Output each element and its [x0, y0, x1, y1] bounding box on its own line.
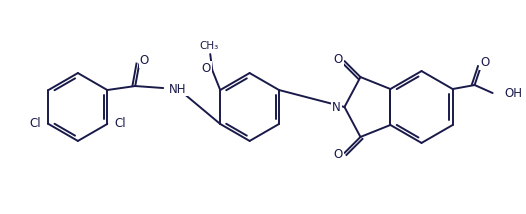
Text: O: O [334, 53, 343, 65]
Text: OH: OH [504, 86, 523, 100]
Text: N: N [332, 101, 341, 113]
Text: O: O [139, 54, 149, 67]
Text: O: O [334, 149, 343, 161]
Text: Cl: Cl [29, 117, 42, 131]
Text: CH₃: CH₃ [199, 41, 219, 51]
Text: O: O [201, 62, 211, 74]
Text: O: O [480, 56, 489, 68]
Text: Cl: Cl [115, 117, 126, 131]
Text: NH: NH [169, 83, 187, 95]
